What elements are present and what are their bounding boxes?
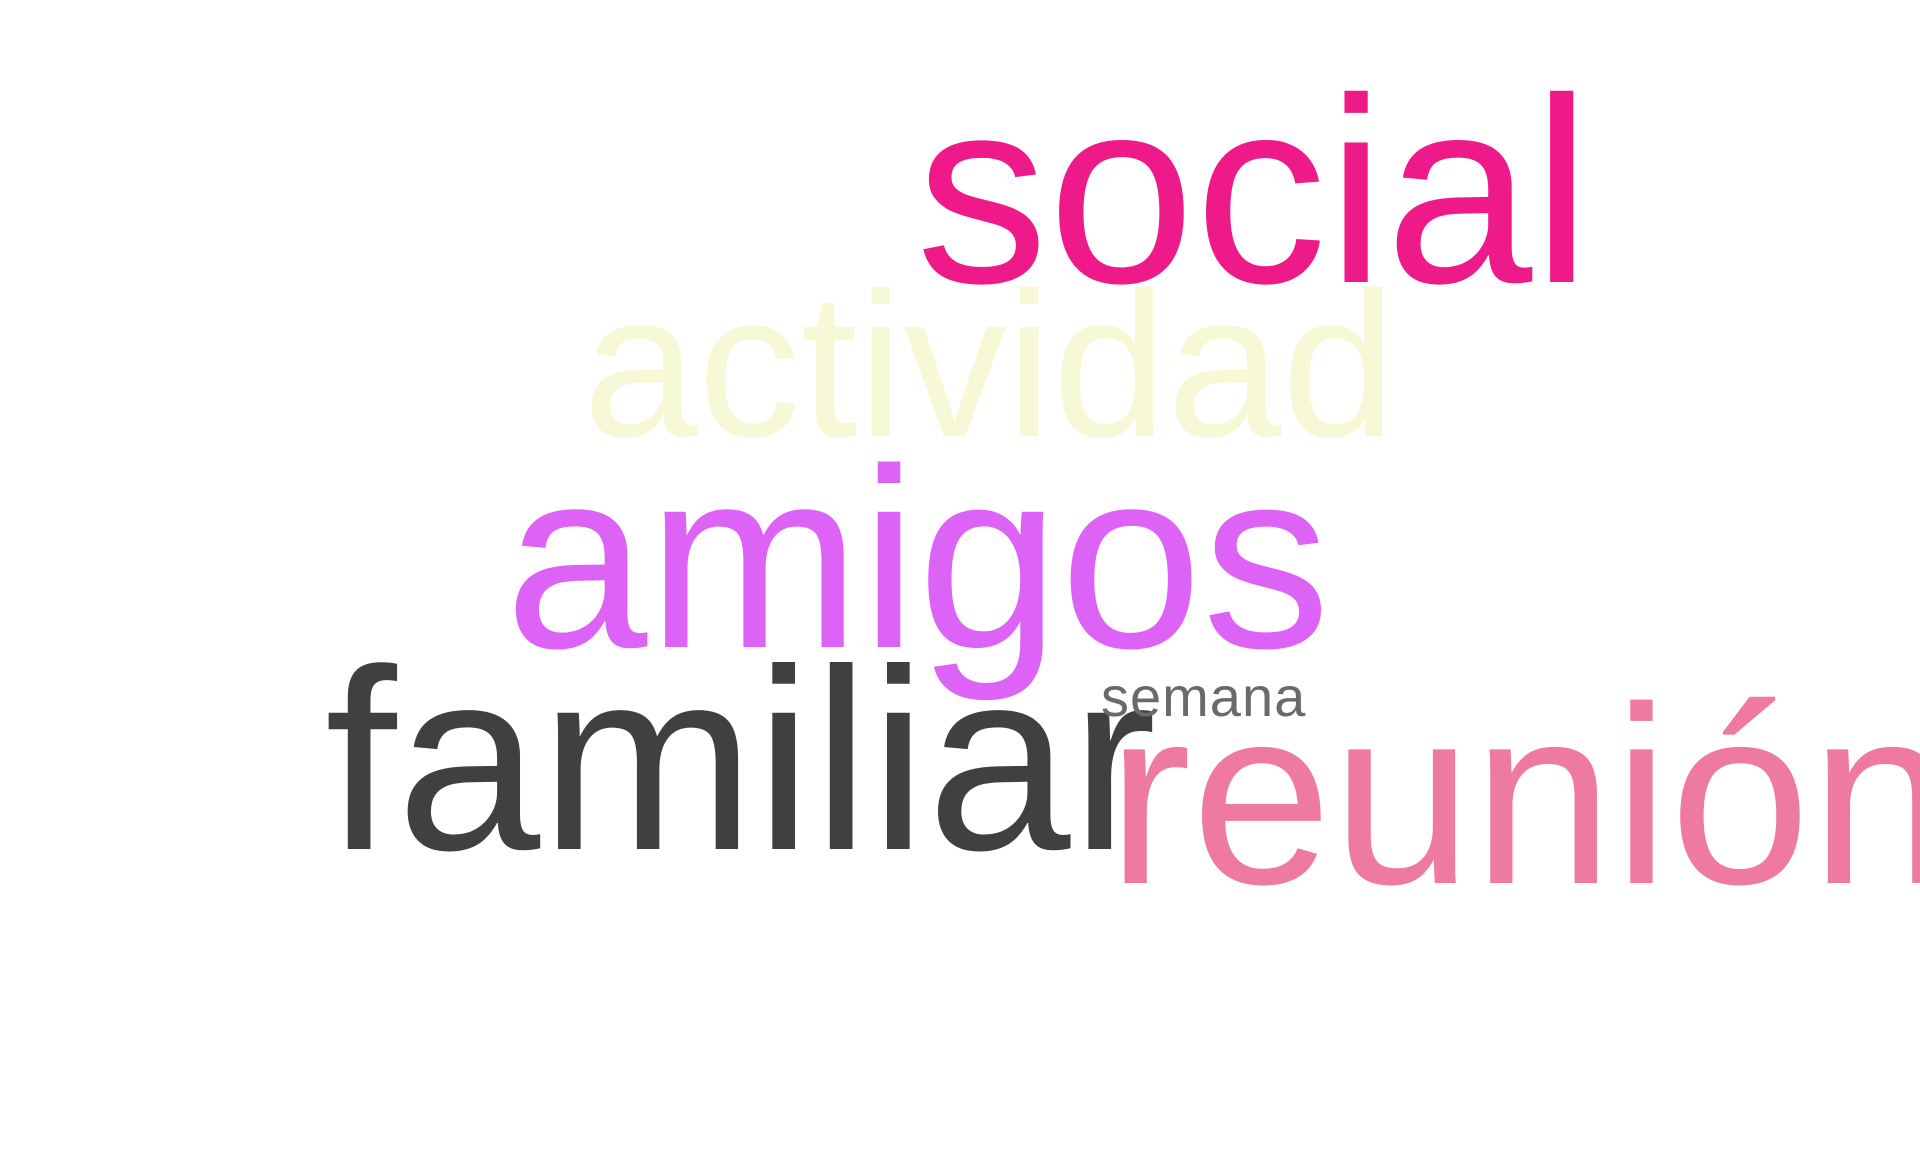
word-familiar: familiar — [325, 615, 1157, 904]
word-semana: semana — [1101, 665, 1307, 728]
word-social: social — [916, 43, 1591, 338]
word-actividad: actividad — [583, 250, 1397, 480]
word-amigos: amigos — [505, 416, 1331, 702]
word-reunion: reunión — [1107, 654, 1920, 937]
